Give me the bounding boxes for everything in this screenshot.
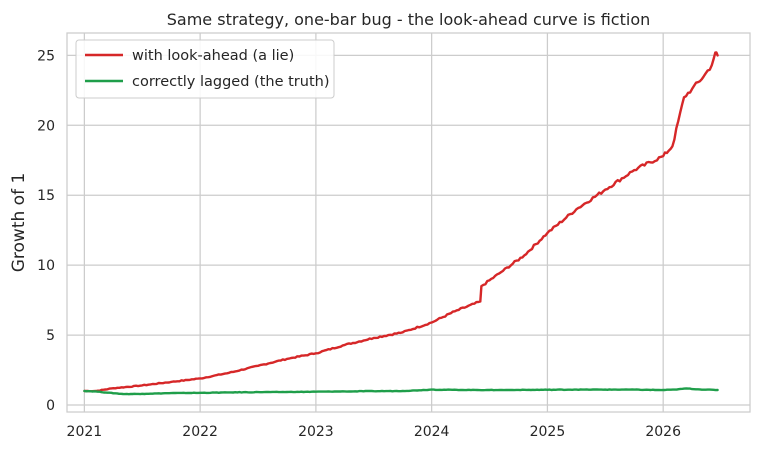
y-tick-label: 15 xyxy=(37,188,55,204)
legend: with look-ahead (a lie) correctly lagged… xyxy=(75,39,335,99)
legend-box xyxy=(75,39,335,99)
x-tick-label: 2021 xyxy=(67,424,103,440)
plot-frame xyxy=(66,32,751,413)
legend-label-lookahead: with look-ahead (a lie) xyxy=(132,48,294,64)
x-tick-label: 2023 xyxy=(298,424,334,440)
x-tick-label: 2024 xyxy=(414,424,450,440)
chart-title: Same strategy, one-bar bug - the look-ah… xyxy=(167,10,651,29)
x-tick-label: 2026 xyxy=(645,424,681,440)
x-axis-ticks: 2021 2022 2023 2024 2025 2026 xyxy=(67,424,682,440)
y-tick-label: 25 xyxy=(37,48,55,64)
y-tick-label: 5 xyxy=(46,328,55,344)
y-tick-label: 0 xyxy=(46,398,55,414)
series-layer xyxy=(83,51,719,396)
y-tick-label: 20 xyxy=(37,118,55,134)
y-axis-label: Growth of 1 xyxy=(9,173,29,273)
x-tick-label: 2025 xyxy=(530,424,566,440)
legend-label-lagged: correctly lagged (the truth) xyxy=(132,74,329,90)
series-line-lagged xyxy=(83,387,719,396)
y-tick-label: 10 xyxy=(37,258,55,274)
y-axis-ticks: 0 5 10 15 20 25 xyxy=(37,48,55,414)
x-tick-label: 2022 xyxy=(182,424,218,440)
series-line-lookahead xyxy=(83,51,719,393)
